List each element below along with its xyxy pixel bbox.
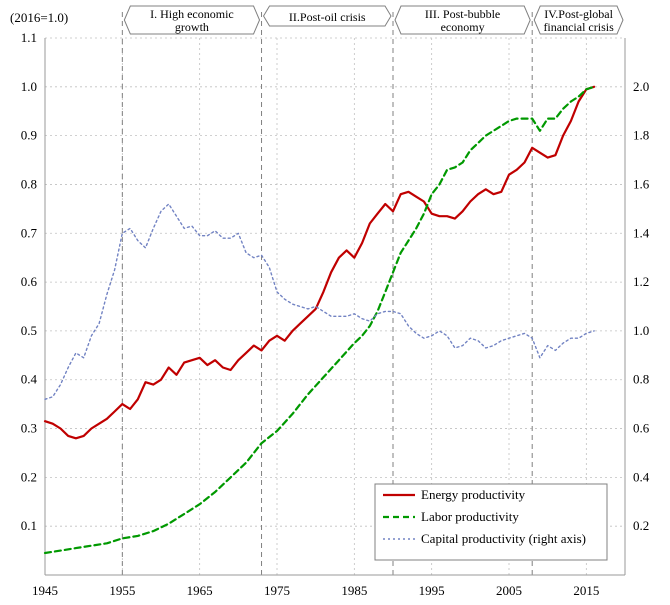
period-label: III. Post-bubble <box>425 7 500 21</box>
period-label: growth <box>175 20 209 34</box>
y-right-tick-label: 0.2 <box>633 518 649 533</box>
period-label: IV.Post-global <box>544 7 613 21</box>
y-left-tick-label: 0.9 <box>21 128 37 143</box>
x-tick-label: 1995 <box>419 583 445 598</box>
y-right-tick-label: 2.0 <box>633 79 649 94</box>
y-right-tick-label: 0.6 <box>633 421 650 436</box>
y-right-tick-label: 1.2 <box>633 274 649 289</box>
y-left-tick-label: 0.3 <box>21 421 37 436</box>
y-right-tick-label: 1.6 <box>633 176 650 191</box>
legend-label: Capital productivity (right axis) <box>421 531 586 546</box>
y-left-tick-label: 0.6 <box>21 274 38 289</box>
x-tick-label: 1955 <box>109 583 135 598</box>
x-tick-label: 1965 <box>187 583 213 598</box>
period-label: I. High economic <box>150 7 234 21</box>
legend-label: Energy productivity <box>421 487 526 502</box>
x-tick-label: 1945 <box>32 583 58 598</box>
y-right-tick-label: 0.8 <box>633 372 649 387</box>
x-tick-label: 2005 <box>496 583 522 598</box>
y-right-tick-label: 1.4 <box>633 225 650 240</box>
y-left-tick-label: 1.0 <box>21 79 37 94</box>
y-left-tick-label: 1.1 <box>21 30 37 45</box>
y-left-tick-label: 0.8 <box>21 176 37 191</box>
legend-label: Labor productivity <box>421 509 519 524</box>
y-left-tick-label: 0.7 <box>21 225 38 240</box>
axis-note: (2016=1.0) <box>10 10 68 25</box>
x-tick-label: 1975 <box>264 583 290 598</box>
period-label: financial crisis <box>543 20 614 34</box>
y-right-tick-label: 0.4 <box>633 469 650 484</box>
period-label: economy <box>441 20 485 34</box>
x-tick-label: 2015 <box>573 583 599 598</box>
y-left-tick-label: 0.1 <box>21 518 37 533</box>
productivity-chart: 0.1 0.2 0.3 0.4 0.5 0.6 0.7 0.8 0.9 1.0 1.1 0.2 0.4 0… <box>0 0 670 605</box>
y-left-tick-label: 0.5 <box>21 323 37 338</box>
period-label: II.Post-oil crisis <box>289 10 366 24</box>
y-right-tick-label: 1.8 <box>633 128 649 143</box>
y-right-tick-label: 1.0 <box>633 323 649 338</box>
y-left-tick-label: 0.2 <box>21 469 37 484</box>
y-left-tick-label: 0.4 <box>21 372 38 387</box>
x-tick-label: 1985 <box>341 583 367 598</box>
